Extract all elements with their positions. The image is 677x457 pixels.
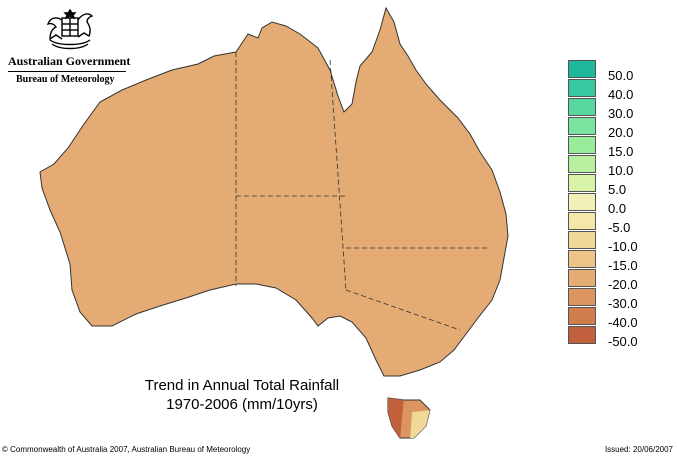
legend-swatch [568,117,596,135]
map-title-line1: Trend in Annual Total Rainfall [144,377,340,394]
logo-divider [8,71,126,72]
legend-swatch [568,250,596,268]
legend-swatch [568,193,596,211]
issued-date: Issued: 20/06/2007 [604,445,673,454]
legend-label: -40.0 [608,315,638,330]
legend-swatch [568,155,596,173]
map-title: Trend in Annual Total Rainfall 1970-2006… [112,376,372,414]
logo-government-text: Australian Government [8,54,131,68]
legend-swatch [568,174,596,192]
legend-swatch [568,231,596,249]
legend-swatch [568,269,596,287]
tas-zone-east [410,410,430,438]
legend-label: 15.0 [608,144,634,159]
legend-label: 20.0 [608,125,634,140]
legend-label: 50.0 [608,68,634,83]
legend-swatch [568,60,596,78]
legend-swatch [568,288,596,306]
legend-label: 0.0 [608,201,627,216]
legend-swatch [568,307,596,325]
legend-label: 5.0 [608,182,627,197]
legend-label: 40.0 [608,87,634,102]
legend-label: -20.0 [608,277,638,292]
logo-bureau-text: Bureau of Meteorology [16,74,115,85]
coat-of-arms-icon [46,8,94,50]
bom-logo: Australian Government Bureau of Meteorol… [8,6,132,85]
map-title-line2: 1970-2006 (mm/10yrs) [166,396,318,413]
legend-label: -30.0 [608,296,638,311]
legend-label: -50.0 [608,334,638,349]
legend-label: -10.0 [608,239,638,254]
legend-label: -15.0 [608,258,638,273]
copyright-text: © Commonwealth of Australia 2007, Austra… [2,445,251,454]
legend-swatch [568,98,596,116]
legend-swatch [568,326,596,344]
legend-label: -5.0 [608,220,631,235]
legend-label: 10.0 [608,163,634,178]
legend-swatch [568,136,596,154]
legend-swatch [568,212,596,230]
legend-label: 30.0 [608,106,634,121]
legend-swatch [568,79,596,97]
state-borders [235,52,490,331]
